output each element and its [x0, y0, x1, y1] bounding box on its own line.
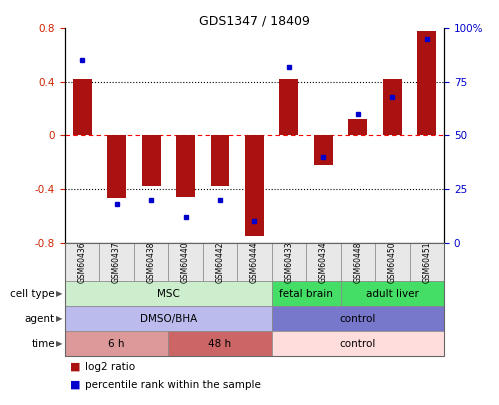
- Bar: [73, 79, 92, 136]
- Bar: [314, 136, 333, 165]
- Text: MSC: MSC: [157, 289, 180, 298]
- Text: fetal brain: fetal brain: [279, 289, 333, 298]
- Text: GSM60433: GSM60433: [284, 241, 293, 283]
- Text: GSM60438: GSM60438: [147, 241, 156, 283]
- Text: 48 h: 48 h: [209, 339, 232, 349]
- Bar: [279, 79, 298, 136]
- Text: ▶: ▶: [56, 339, 62, 348]
- Text: GSM60436: GSM60436: [78, 241, 87, 283]
- Text: ▶: ▶: [56, 289, 62, 298]
- Bar: [176, 136, 195, 197]
- Bar: [348, 119, 367, 136]
- Text: GSM60434: GSM60434: [319, 241, 328, 283]
- Text: percentile rank within the sample: percentile rank within the sample: [85, 380, 260, 390]
- Text: adult liver: adult liver: [366, 289, 419, 298]
- Bar: [211, 136, 230, 186]
- Bar: [245, 136, 264, 236]
- Text: GSM60440: GSM60440: [181, 241, 190, 283]
- Text: control: control: [340, 314, 376, 324]
- Text: 6 h: 6 h: [108, 339, 125, 349]
- Text: time: time: [31, 339, 55, 349]
- Text: GSM60448: GSM60448: [353, 241, 362, 283]
- Bar: [383, 79, 402, 136]
- Title: GDS1347 / 18409: GDS1347 / 18409: [199, 14, 310, 27]
- Text: GSM60437: GSM60437: [112, 241, 121, 283]
- Text: GSM60442: GSM60442: [216, 241, 225, 283]
- Text: ■: ■: [70, 362, 80, 371]
- Bar: [107, 136, 126, 198]
- Bar: [142, 136, 161, 186]
- Text: GSM60451: GSM60451: [422, 241, 431, 283]
- Text: ▶: ▶: [56, 314, 62, 323]
- Text: agent: agent: [25, 314, 55, 324]
- Text: cell type: cell type: [10, 289, 55, 298]
- Text: DMSO/BHA: DMSO/BHA: [140, 314, 197, 324]
- Text: GSM60450: GSM60450: [388, 241, 397, 283]
- Text: GSM60444: GSM60444: [250, 241, 259, 283]
- Text: ■: ■: [70, 380, 80, 390]
- Bar: [417, 31, 436, 136]
- Text: log2 ratio: log2 ratio: [85, 362, 135, 371]
- Text: control: control: [340, 339, 376, 349]
